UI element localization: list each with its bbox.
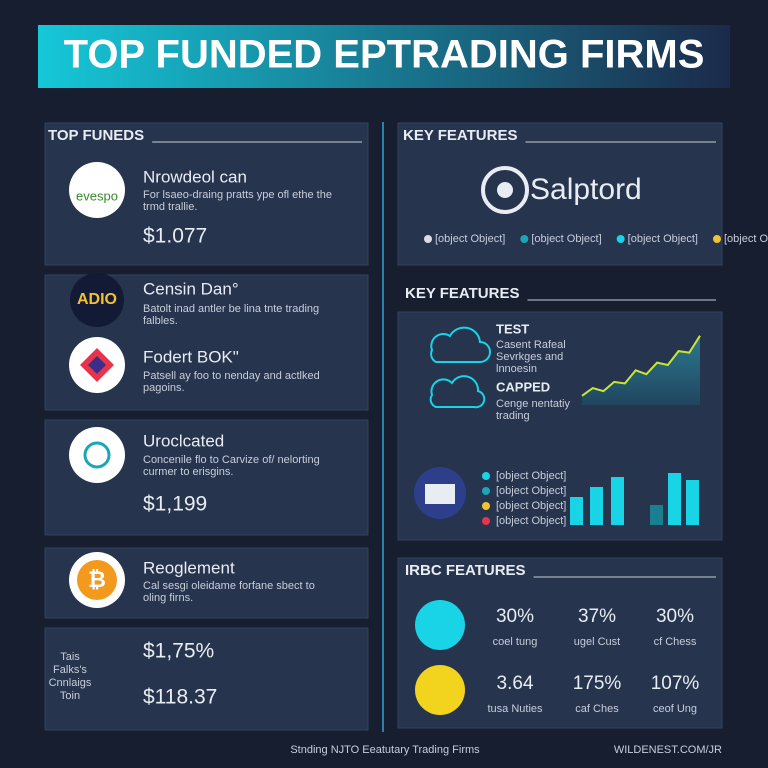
svg-text:₿: ₿ [88, 567, 106, 592]
text: ceof Ung [653, 703, 697, 715]
text: Patsell ay foo to nenday and actlked [143, 370, 320, 382]
text: TOP FUNDED EPTRADING FIRMS [64, 33, 705, 77]
text: oling firns. [143, 592, 193, 604]
text: Censin Dan° [143, 279, 239, 298]
text: Tais [60, 651, 80, 663]
text: WILDENEST.COM/JR [614, 744, 722, 756]
text: curmer to erisgins. [143, 466, 233, 478]
text: For lsaeo-draing pratts ype ofl ethe the [143, 189, 332, 201]
text: Reoglement [143, 558, 235, 577]
text: evespo [76, 188, 118, 203]
text: Nrowdeol can [143, 167, 247, 186]
text: Fodert BOK" [143, 347, 239, 366]
text: $118.37 [143, 686, 217, 709]
bar [668, 473, 681, 525]
text: tusa Nuties [487, 703, 543, 715]
legend-dot [712, 235, 721, 243]
legend-dot [616, 235, 625, 243]
text: lnnoesin [496, 363, 537, 375]
text: [object Object] [435, 233, 505, 245]
text: Salptord [530, 173, 642, 206]
text: KEY FEATURES [405, 285, 519, 302]
text: [object Object] [531, 233, 601, 245]
bar [570, 497, 583, 525]
bar [650, 505, 663, 525]
text: 30% [656, 606, 694, 627]
text: trading [496, 410, 530, 422]
text: 37% [578, 606, 616, 627]
text: 107% [651, 673, 700, 694]
text: coel tung [493, 636, 538, 648]
text: $1,75% [143, 640, 214, 663]
text: [object Object] [496, 485, 566, 497]
text: 3.64 [497, 673, 534, 694]
text: $1.077 [143, 225, 207, 248]
text: ADIO [77, 291, 117, 308]
icons: ₿ [69, 162, 529, 715]
text: $1,199 [143, 493, 207, 516]
legend-dot [482, 502, 490, 510]
bar [590, 487, 603, 525]
title-banner [38, 25, 730, 88]
text: Sevrkges and [496, 351, 563, 363]
text: KEY FEATURES [403, 127, 517, 144]
text: 30% [496, 606, 534, 627]
text: [object Object] [496, 515, 566, 527]
panel [397, 122, 723, 266]
legend-dot [482, 517, 490, 525]
text: [object Object] [496, 470, 566, 482]
text: caf Ches [575, 703, 619, 715]
legend-dot [482, 487, 490, 495]
text: Concenile flo to Carvize of/ nelorting [143, 454, 320, 466]
legend-dot [520, 235, 529, 243]
panel [44, 122, 369, 266]
text: falbles. [143, 315, 178, 327]
text: Stnding NJTO Eeatutary Trading Firms [290, 744, 480, 756]
text: pagoins. [143, 382, 185, 394]
text: trmd trallie. [143, 201, 197, 213]
text: TEST [496, 321, 529, 336]
text: [object Object] [496, 500, 566, 512]
trend-area [582, 335, 700, 405]
text: Casent Rafeal [496, 339, 566, 351]
text: Batolt inad antler be lina tnte trading [143, 303, 319, 315]
legend-dot [482, 472, 490, 480]
text: Uroclcated [143, 431, 224, 450]
text: [object Object] [724, 233, 768, 245]
text: [object Object] [628, 233, 698, 245]
text: Falks's [53, 664, 87, 676]
bar [611, 477, 624, 525]
text: Cnnlaigs [49, 677, 92, 689]
text: CAPPED [496, 379, 550, 394]
trend-line [581, 335, 701, 397]
text: ugel Cust [574, 636, 620, 648]
text: Toin [60, 690, 80, 702]
text: Cal sesgi oleidame forfane sbect to [143, 580, 315, 592]
panel [44, 627, 369, 731]
text: cf Chess [654, 636, 697, 648]
text: IRBC FEATURES [405, 562, 526, 579]
text: Cenge nentatiy [496, 398, 570, 410]
text: 175% [573, 673, 622, 694]
legend-dot [424, 235, 432, 243]
text: TOP FUNEDS [48, 127, 144, 144]
bar [686, 480, 699, 525]
